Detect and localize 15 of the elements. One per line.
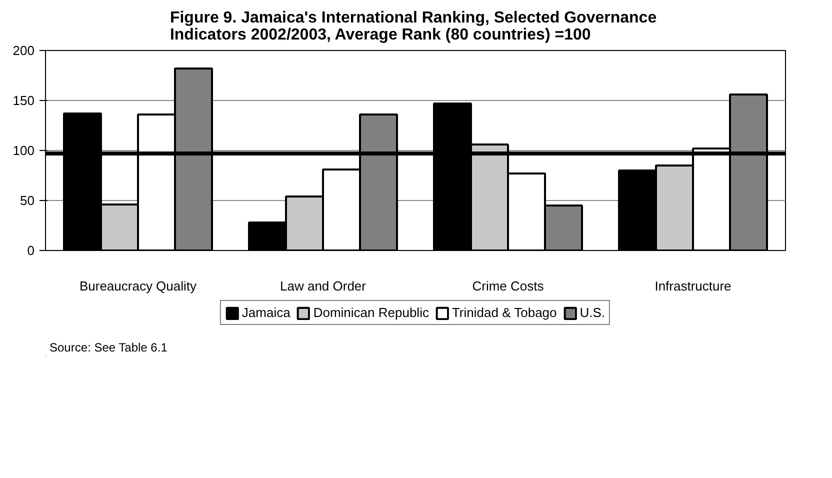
x-tick-label: Crime Costs [472, 278, 544, 294]
y-tick-label: 0 [27, 243, 35, 258]
legend-label: Jamaica [242, 305, 290, 320]
legend-label: Dominican Republic [313, 305, 429, 320]
y-tick-label: 200 [12, 43, 35, 58]
x-tick-label: Bureaucracy Quality [79, 278, 198, 294]
x-tick-label: Law and Order [280, 278, 367, 294]
x-tick-label: Infrastructure [654, 278, 732, 294]
y-tick-label: 150 [12, 93, 35, 108]
legend-label: U.S. [580, 305, 606, 320]
y-tick-label: 50 [20, 193, 35, 208]
legend-label: Trinidad & Tobago [452, 305, 557, 320]
source-note: Source: See Table 6.1 [50, 340, 168, 354]
y-tick-label: 100 [12, 143, 35, 158]
chart-title: Figure 9. Jamaica's International Ranking, Selected Governance Indicators 2002/2003, Average Rank (80 countries) =100 [170, 10, 657, 44]
